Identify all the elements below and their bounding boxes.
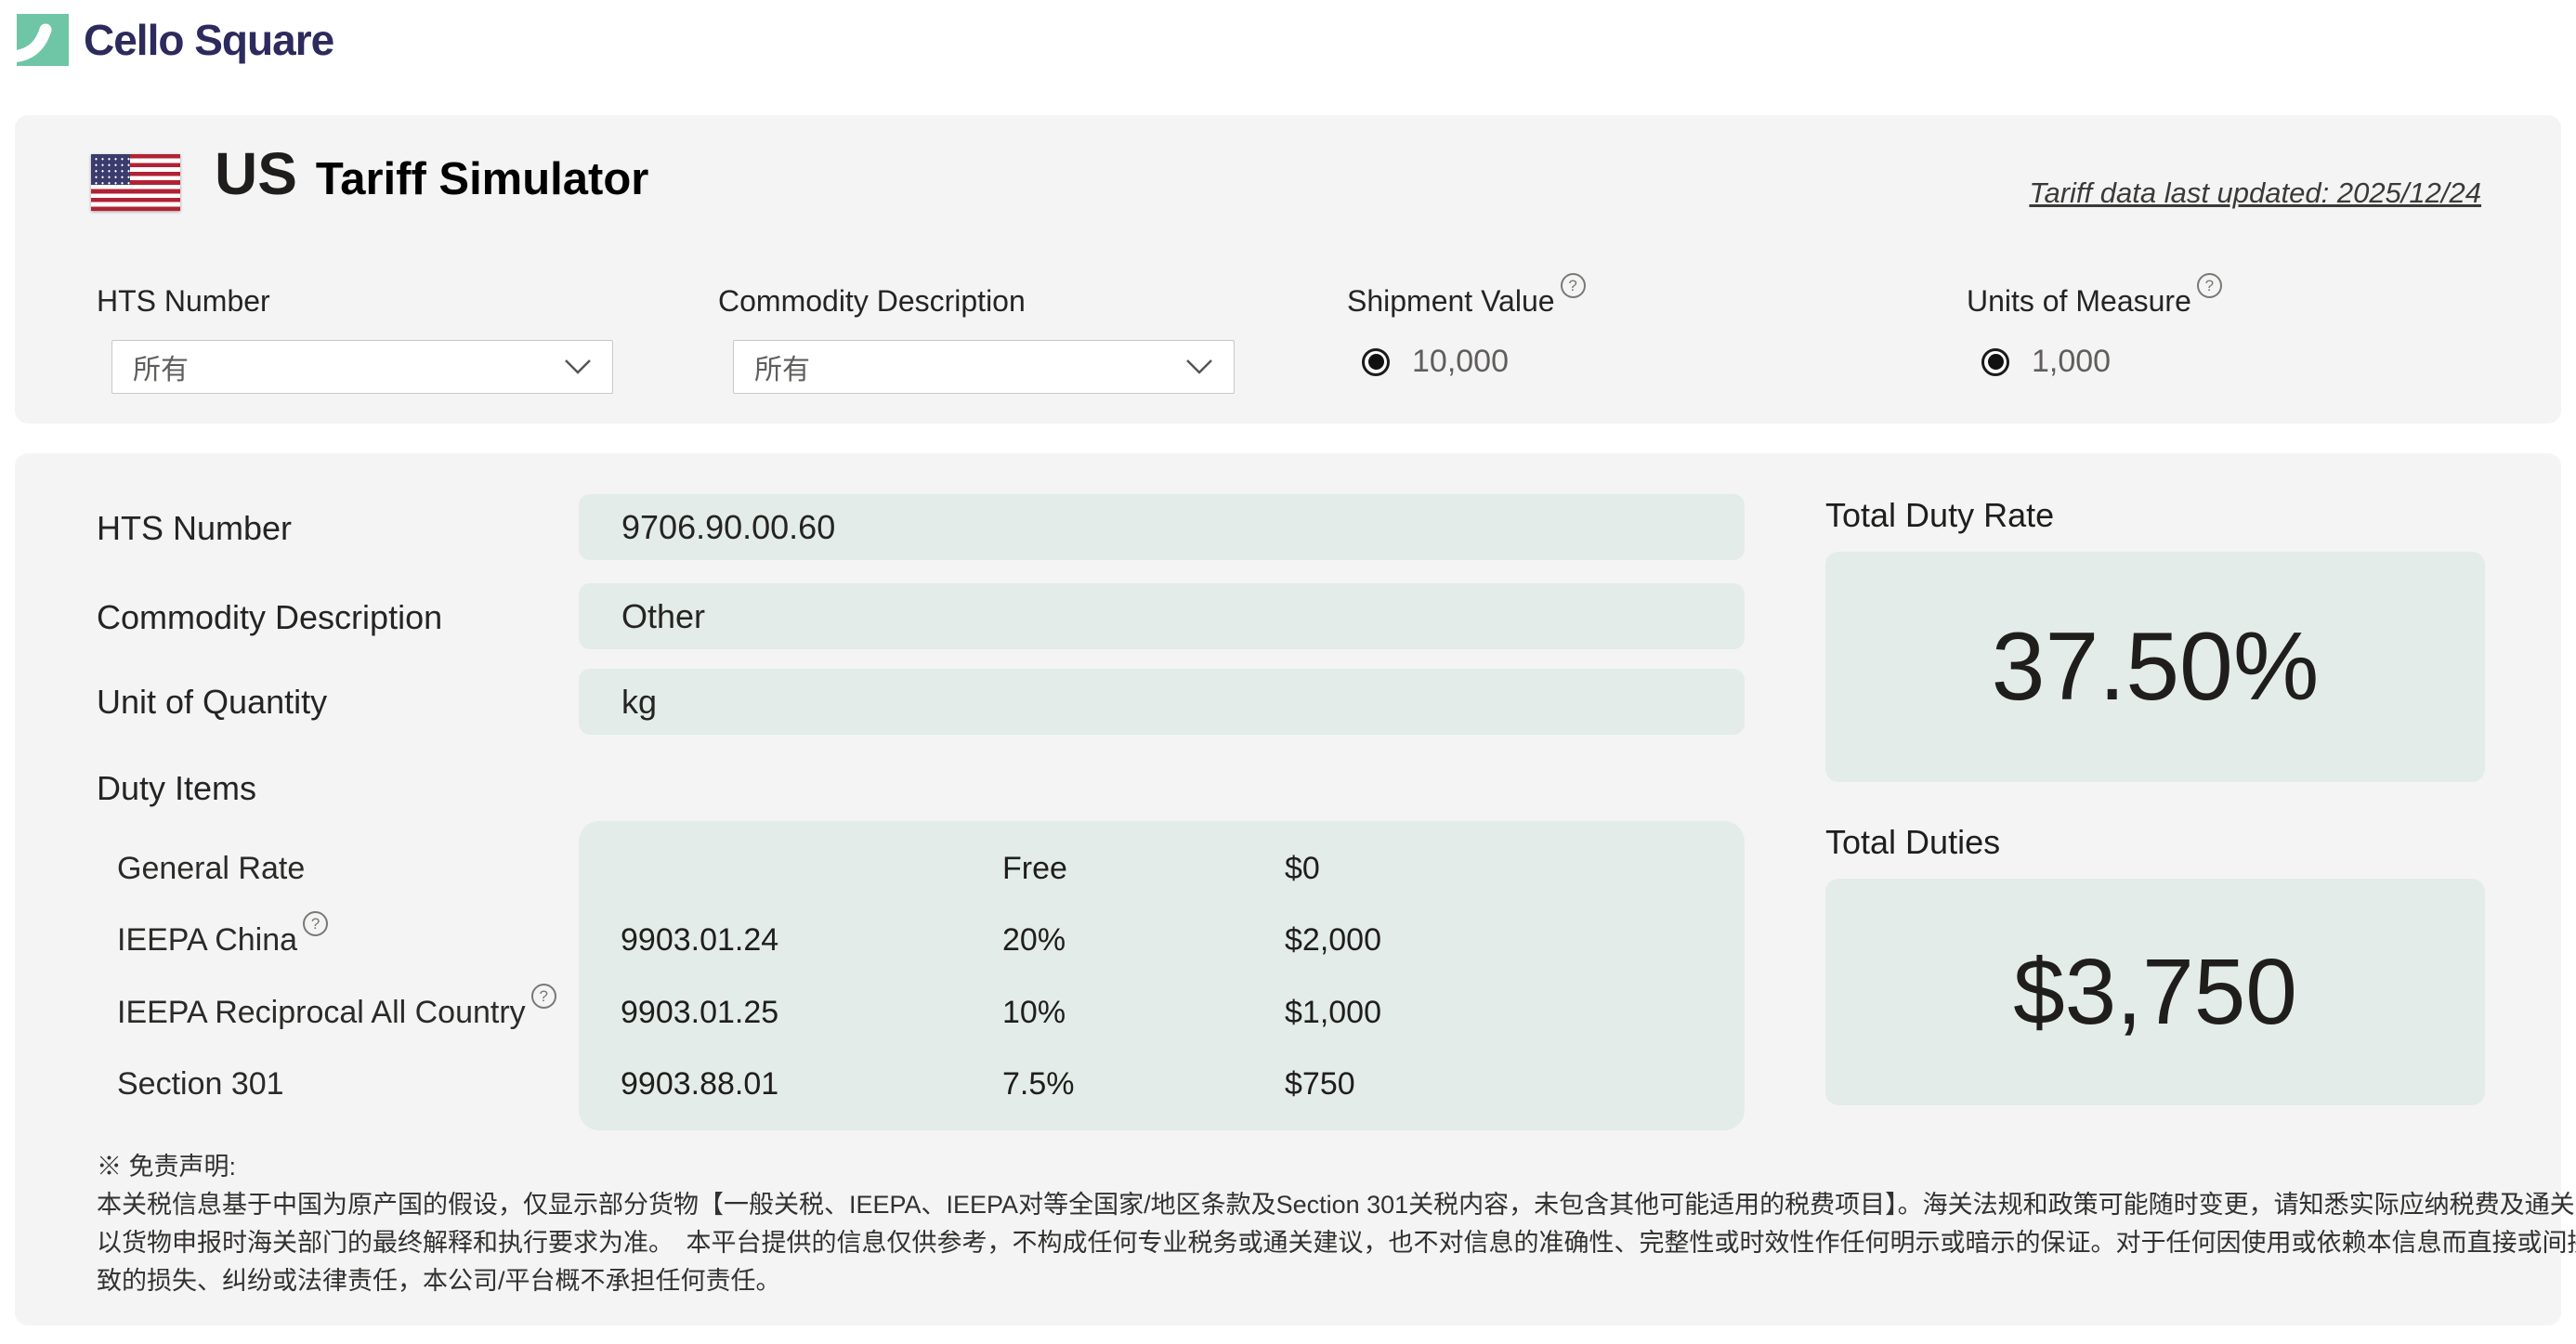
duty-code-cell: 9903.01.24 <box>621 922 779 958</box>
duty-rate-cell: 10% <box>1002 995 1066 1030</box>
duty-item-label-ieepa-reciprocal: IEEPA Reciprocal All Country ? <box>117 984 556 1031</box>
hts-dropdown-value: 所有 <box>133 355 189 385</box>
total-duty-rate-value: 37.50% <box>1825 552 2485 782</box>
results-panel: HTS Number 9706.90.00.60 Commodity Descr… <box>15 453 2576 1325</box>
total-duties-heading: Total Duties <box>1825 823 2001 861</box>
top-bar: Cello Square <box>17 7 334 72</box>
hts-number-value: 9706.90.00.60 <box>579 494 1745 560</box>
duty-item-label-text: General Rate <box>117 851 306 886</box>
radio-selected-icon[interactable] <box>1981 347 2009 376</box>
table-row: 9903.01.24 20% $2,000 <box>579 922 1745 978</box>
title-country: US <box>215 140 297 207</box>
help-icon[interactable]: ? <box>530 984 556 1009</box>
disclaimer-line: 本关税信息基于中国为原产国的假设，仅显示部分货物【一般关税、IEEPA、IEEP… <box>97 1191 2576 1219</box>
last-updated-note: Tariff data last updated: 2025/12/24 <box>2029 176 2481 209</box>
table-row: Free $0 <box>579 851 1745 907</box>
shipment-value-label: Shipment Value ? <box>1347 273 1586 319</box>
shipment-value-radio[interactable]: 10,000 <box>1362 344 1509 380</box>
help-icon[interactable]: ? <box>1560 273 1586 298</box>
filter-panel: US Tariff Simulator Tariff data last upd… <box>15 115 2561 424</box>
table-row: 9903.88.01 7.5% $750 <box>579 1066 1745 1122</box>
hts-number-dropdown[interactable]: 所有 <box>111 340 613 394</box>
units-of-measure-option: 1,000 <box>2032 344 2112 379</box>
hts-filter-label: HTS Number <box>97 284 270 318</box>
duty-item-label-section-301: Section 301 <box>117 1066 284 1103</box>
title-text: Tariff Simulator <box>315 154 649 204</box>
total-duties-value: $3,750 <box>1825 879 2485 1105</box>
duty-item-label-ieepa-china: IEEPA China ? <box>117 911 329 959</box>
duty-rate-cell: 7.5% <box>1002 1066 1075 1102</box>
disclaimer-line: ※ 免责声明: <box>97 1153 237 1181</box>
help-icon[interactable]: ? <box>2196 273 2222 298</box>
commodity-filter-label: Commodity Description <box>718 284 1026 318</box>
cello-square-logo-icon <box>17 14 69 66</box>
duty-code-cell: 9903.01.25 <box>621 995 779 1030</box>
commodity-row-label: Commodity Description <box>97 598 443 636</box>
chevron-down-icon <box>565 359 591 374</box>
duty-item-label-text: IEEPA China <box>117 922 298 958</box>
duty-item-label-text: Section 301 <box>117 1066 284 1102</box>
hts-number-row-label: HTS Number <box>97 509 293 547</box>
duty-amount-cell: $2,000 <box>1285 922 1381 958</box>
duty-rate-cell: 20% <box>1002 922 1066 958</box>
commodity-value: Other <box>579 583 1745 649</box>
duty-amount-cell: $0 <box>1285 851 1320 886</box>
disclaimer-line: 以货物申报时海关部门的最终解释和执行要求为准。 本平台提供的信息仅供参考，不构成… <box>97 1229 2576 1257</box>
chevron-down-icon <box>1186 359 1212 374</box>
us-flag-icon <box>91 154 180 211</box>
total-duty-rate-heading: Total Duty Rate <box>1825 496 2055 534</box>
commodity-dropdown[interactable]: 所有 <box>733 340 1235 394</box>
disclaimer: ※ 免责声明: 本关税信息基于中国为原产国的假设，仅显示部分货物【一般关税、IE… <box>97 1148 2576 1300</box>
page-title: US Tariff Simulator <box>215 139 648 208</box>
table-row: 9903.01.25 10% $1,000 <box>579 995 1745 1050</box>
duty-items-table: Free $0 9903.01.24 20% $2,000 9903.01.25… <box>579 821 1745 1130</box>
duty-items-section-label: Duty Items <box>97 769 257 807</box>
disclaimer-line: 致的损失、纠纷或法律责任，本公司/平台概不承担任何责任。 <box>97 1267 781 1295</box>
duty-amount-cell: $1,000 <box>1285 995 1381 1030</box>
commodity-dropdown-value: 所有 <box>754 355 810 385</box>
unit-of-quantity-row-label: Unit of Quantity <box>97 683 328 721</box>
cello-square-logo[interactable]: Cello Square <box>17 14 334 66</box>
radio-selected-icon[interactable] <box>1362 347 1390 376</box>
brand-name: Cello Square <box>84 16 334 64</box>
units-of-measure-label-text: Units of Measure <box>1967 284 2191 318</box>
duty-amount-cell: $750 <box>1285 1066 1355 1102</box>
unit-of-quantity-value: kg <box>579 669 1745 735</box>
units-of-measure-label: Units of Measure ? <box>1967 273 2222 319</box>
help-icon[interactable]: ? <box>303 911 329 936</box>
shipment-value-label-text: Shipment Value <box>1347 284 1555 318</box>
shipment-value-option: 10,000 <box>1412 344 1509 379</box>
units-of-measure-radio[interactable]: 1,000 <box>1981 344 2111 380</box>
duty-item-label-general-rate: General Rate <box>117 851 305 887</box>
duty-item-label-text: IEEPA Reciprocal All Country <box>117 995 526 1030</box>
duty-rate-cell: Free <box>1002 851 1067 886</box>
duty-code-cell: 9903.88.01 <box>621 1066 779 1102</box>
